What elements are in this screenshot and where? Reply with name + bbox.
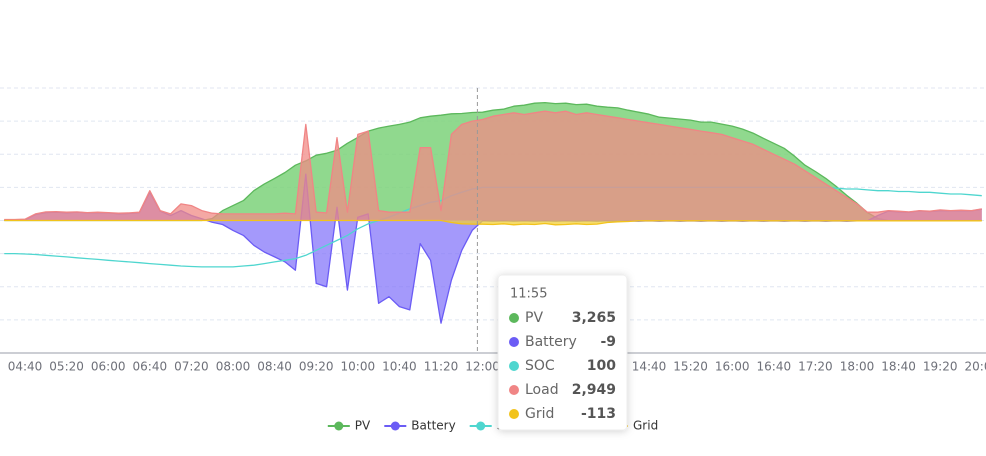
- series-line: [4, 219, 982, 226]
- tooltip-value: 2,949: [572, 382, 616, 398]
- x-tick-label: 08:40: [257, 360, 292, 374]
- tooltip-name: Battery: [525, 334, 577, 350]
- tooltip-value: -9: [600, 334, 616, 350]
- tooltip-dot: [509, 361, 519, 371]
- tooltip-dot: [509, 337, 519, 347]
- legend-item[interactable]: PV: [327, 419, 371, 433]
- x-tick-label: 16:40: [757, 360, 792, 374]
- series-area: [4, 220, 982, 225]
- x-tick-label: 05:20: [49, 360, 84, 374]
- tooltip-name: PV: [525, 310, 543, 326]
- x-tick-label: 11:20: [424, 360, 459, 374]
- x-tick-label: 06:40: [133, 360, 168, 374]
- tooltip-value: 3,265: [572, 310, 616, 326]
- x-tick-label: 18:00: [840, 360, 875, 374]
- x-tick-label: 16:00: [715, 360, 750, 374]
- x-tick-label: 10:00: [341, 360, 376, 374]
- x-tick-label: 04:40: [8, 360, 43, 374]
- series-area: [4, 111, 982, 221]
- x-tick-label: 07:20: [174, 360, 209, 374]
- x-tick-label: 12:00: [465, 360, 500, 374]
- legend-item[interactable]: Battery: [384, 419, 456, 433]
- tooltip-dot: [509, 409, 519, 419]
- legend-label: Grid: [633, 419, 658, 433]
- tooltip-value: 100: [587, 358, 616, 374]
- tooltip-time: 11:55: [510, 287, 547, 302]
- legend-dot: [334, 421, 344, 431]
- x-tick-label: 06:00: [91, 360, 126, 374]
- x-tick-label: 10:40: [382, 360, 417, 374]
- tooltip-box: [497, 274, 628, 431]
- legend-label: PV: [355, 419, 371, 433]
- plot-area: [4, 101, 982, 324]
- x-tick-label: 14:40: [632, 360, 667, 374]
- series-line: [4, 110, 982, 221]
- x-tick-label: 19:20: [923, 360, 958, 374]
- tooltip-dot: [509, 313, 519, 323]
- x-tick-label: 20:00: [965, 360, 986, 374]
- legend-dot: [390, 421, 400, 431]
- tooltip-dot: [509, 385, 519, 395]
- tooltip-name: Grid: [525, 406, 554, 422]
- tooltip: 11:55 PV 3,265 Battery -9 SOC 100 Load 2,949 Grid…: [476, 88, 628, 431]
- x-tick-label: 08:00: [216, 360, 251, 374]
- legend-label: Battery: [411, 419, 455, 433]
- x-tick-label: 09:20: [299, 360, 334, 374]
- x-tick-label: 17:20: [798, 360, 833, 374]
- tooltip-value: -113: [581, 406, 616, 422]
- tooltip-name: SOC: [525, 358, 555, 374]
- x-tick-label: 15:20: [673, 360, 708, 374]
- x-tick-label: 18:40: [881, 360, 916, 374]
- legend-dot: [476, 421, 486, 431]
- x-axis: 04:40 05:20 06:00 06:40 07:20 08:00 08:40 09:20…: [8, 360, 986, 374]
- tooltip-name: Load: [525, 382, 559, 398]
